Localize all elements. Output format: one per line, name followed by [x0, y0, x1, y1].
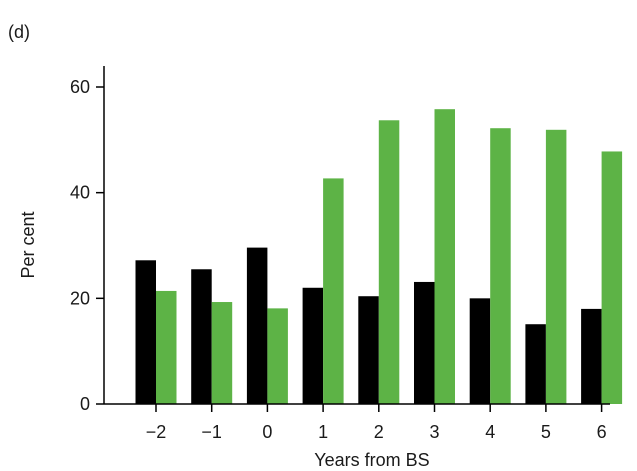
bar-green: [156, 290, 177, 404]
x-tick-label: 0: [262, 422, 272, 442]
y-axis-title: Per cent: [18, 211, 38, 278]
bar-black: [414, 281, 435, 404]
bar-green: [211, 302, 233, 404]
x-tick-label: 6: [597, 422, 607, 442]
x-tick-label: −1: [201, 422, 222, 442]
bar-green: [434, 109, 455, 404]
x-tick-label: 3: [429, 422, 439, 442]
bars-group: [135, 109, 623, 405]
bar-green: [490, 128, 511, 404]
bar-green: [601, 151, 623, 404]
y-tick-label: 0: [80, 394, 90, 414]
x-tick-label: −2: [146, 422, 167, 442]
bar-black: [525, 324, 546, 404]
x-tick-label: 2: [374, 422, 384, 442]
x-axis-title: Years from BS: [314, 450, 429, 470]
bar-black: [358, 296, 379, 404]
bar-green: [545, 129, 567, 405]
x-tick-label: 1: [318, 422, 328, 442]
bar-black: [135, 260, 156, 404]
bar-green: [267, 308, 288, 404]
bar-black: [191, 269, 212, 404]
panel-label: (d): [8, 22, 30, 42]
x-axis: −2 −1 0 1 2 3 4 5 6: [146, 404, 607, 442]
y-tick-label: 20: [70, 288, 90, 308]
bar-black: [302, 287, 324, 404]
x-tick-label: 4: [485, 422, 495, 442]
y-axis: 0 20 40 60: [70, 77, 104, 414]
bar-black: [246, 247, 268, 404]
bar-green: [378, 120, 400, 404]
bar-green: [323, 178, 344, 404]
y-tick-label: 60: [70, 77, 90, 97]
bar-black: [469, 298, 491, 404]
x-tick-label: 5: [541, 422, 551, 442]
y-tick-label: 40: [70, 183, 90, 203]
bar-black: [581, 308, 602, 404]
